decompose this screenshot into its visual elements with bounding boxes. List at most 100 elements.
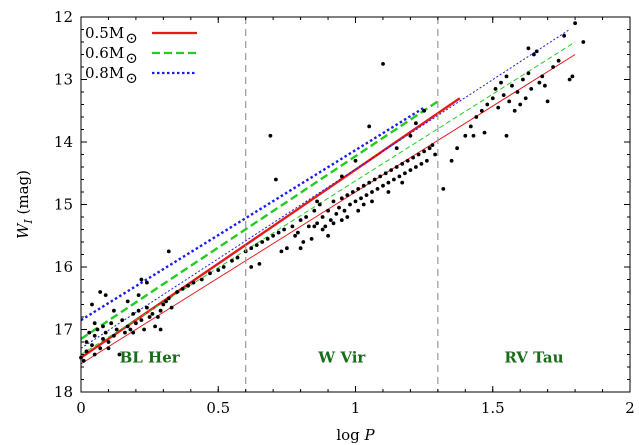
- data-point: [175, 290, 180, 294]
- data-point: [274, 177, 278, 182]
- data-point: [328, 218, 333, 223]
- data-point: [320, 215, 325, 219]
- x-tick-label: 0: [76, 399, 86, 417]
- data-point: [95, 327, 100, 332]
- data-point: [427, 146, 432, 151]
- data-point: [106, 340, 111, 344]
- data-point: [298, 218, 303, 223]
- data-point: [134, 321, 138, 326]
- data-point: [394, 165, 399, 169]
- data-point: [117, 352, 122, 357]
- y-tick-label: 17: [54, 321, 73, 339]
- data-point: [499, 80, 503, 85]
- region-label-1: W Vir: [317, 349, 366, 367]
- data-point: [112, 333, 116, 338]
- data-point: [208, 271, 212, 276]
- data-point: [504, 133, 509, 138]
- x-tick-label: 1.5: [481, 399, 505, 417]
- data-point: [125, 324, 130, 329]
- data-point: [433, 152, 437, 157]
- data-point: [361, 183, 366, 188]
- data-point: [320, 227, 325, 232]
- data-point: [512, 108, 517, 113]
- data-point: [199, 277, 204, 282]
- data-point: [120, 318, 125, 322]
- data-point: [301, 240, 306, 244]
- data-point: [570, 74, 575, 79]
- data-point: [339, 218, 344, 223]
- data-point: [430, 143, 435, 148]
- data-point: [471, 133, 476, 138]
- legend-sun-symbol-2: ⊙: [125, 69, 138, 87]
- data-point: [158, 308, 163, 313]
- data-point: [98, 346, 103, 351]
- data-point: [375, 187, 380, 191]
- data-point: [515, 90, 520, 94]
- data-point: [221, 265, 226, 269]
- region-label-0: BL Her: [120, 349, 181, 367]
- data-point: [161, 302, 166, 307]
- data-point: [156, 315, 160, 319]
- data-point: [268, 133, 273, 138]
- data-point: [507, 99, 512, 104]
- data-point: [532, 52, 536, 57]
- data-point: [386, 180, 391, 185]
- data-point: [496, 105, 501, 110]
- data-point: [526, 46, 531, 51]
- data-point: [279, 249, 284, 254]
- data-point: [191, 280, 196, 285]
- data-point: [257, 262, 262, 266]
- data-point: [389, 168, 394, 173]
- data-point: [296, 230, 300, 235]
- data-point: [92, 321, 97, 326]
- data-point: [422, 149, 426, 154]
- data-point: [339, 196, 344, 201]
- data-point: [474, 115, 479, 119]
- legend-label-1: 0.6M: [85, 44, 124, 62]
- data-point: [441, 187, 446, 191]
- data-point: [331, 221, 336, 226]
- data-point: [309, 237, 314, 241]
- legend-sun-symbol-0: ⊙: [125, 29, 138, 47]
- data-point: [422, 108, 426, 113]
- x-tick-label: 1: [351, 399, 361, 417]
- y-tick-label: 16: [54, 258, 73, 276]
- data-point: [109, 321, 114, 326]
- data-point: [125, 299, 130, 304]
- data-point: [293, 233, 297, 238]
- data-point: [367, 124, 372, 129]
- data-point: [315, 221, 319, 226]
- data-point: [147, 315, 152, 319]
- data-point: [216, 268, 221, 272]
- data-point: [381, 62, 385, 66]
- data-point: [84, 349, 89, 354]
- data-point: [537, 80, 542, 85]
- x-tick-label: 2: [625, 399, 635, 417]
- data-point: [180, 287, 185, 291]
- data-point: [353, 158, 358, 163]
- data-point: [290, 224, 295, 229]
- data-point: [518, 102, 523, 107]
- data-point: [90, 302, 94, 307]
- legend-sun-symbol-1: ⊙: [125, 49, 138, 67]
- data-point: [562, 33, 566, 38]
- data-point: [298, 246, 303, 251]
- data-point: [106, 346, 111, 351]
- y-tick-label: 12: [54, 8, 73, 26]
- data-point: [581, 40, 586, 44]
- data-point: [416, 152, 421, 157]
- data-point: [142, 327, 147, 332]
- data-point: [230, 258, 234, 263]
- data-point: [166, 249, 171, 254]
- data-point: [372, 177, 377, 182]
- data-point: [131, 312, 136, 316]
- data-point: [103, 293, 108, 297]
- data-point: [337, 205, 341, 210]
- data-point: [285, 246, 289, 251]
- data-point: [408, 133, 413, 138]
- data-point: [260, 240, 265, 244]
- data-point: [265, 237, 270, 241]
- data-point: [317, 202, 322, 207]
- region-label-2: RV Tau: [504, 349, 563, 367]
- data-point: [545, 99, 550, 104]
